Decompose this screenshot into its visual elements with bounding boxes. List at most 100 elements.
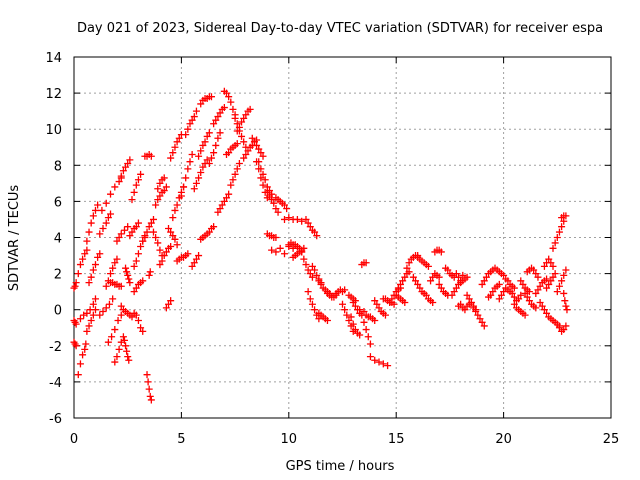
data-point — [72, 320, 80, 328]
data-point — [558, 277, 566, 285]
data-point — [375, 304, 383, 312]
data-point — [175, 134, 183, 142]
data-point — [463, 291, 471, 299]
data-point — [147, 396, 155, 404]
data-point — [126, 279, 134, 287]
data-point — [444, 266, 452, 274]
data-point — [128, 313, 136, 321]
series-arc-36 — [165, 224, 181, 249]
series-arc-85 — [392, 291, 409, 306]
data-point — [130, 262, 138, 270]
data-point — [225, 149, 233, 157]
data-point — [190, 113, 198, 121]
data-point — [130, 188, 138, 196]
data-point — [480, 322, 488, 330]
data-point — [281, 250, 289, 258]
data-point — [394, 284, 402, 292]
data-point — [536, 282, 544, 290]
data-point — [414, 280, 422, 288]
data-point — [132, 181, 140, 189]
y-tick-label: 6 — [54, 195, 62, 210]
data-point — [188, 150, 196, 158]
data-point — [261, 176, 269, 184]
data-point — [285, 214, 293, 222]
data-point — [399, 277, 407, 285]
y-tick-label: -2 — [49, 340, 62, 355]
data-point — [91, 261, 99, 269]
series-arc-27 — [139, 215, 157, 245]
series-arc-05 — [74, 246, 91, 278]
series-arc-18 — [117, 156, 134, 180]
data-point — [108, 333, 116, 341]
data-point — [255, 158, 263, 166]
data-point — [137, 170, 145, 178]
y-axis-label: SDTVAR / TECUs — [7, 185, 22, 292]
data-point — [177, 192, 185, 200]
data-point — [145, 385, 153, 393]
data-point — [125, 356, 133, 364]
data-point — [173, 241, 181, 249]
data-point — [257, 165, 265, 173]
data-point — [563, 306, 571, 314]
plot-frame — [73, 56, 612, 419]
data-point — [146, 392, 154, 400]
data-point — [173, 201, 181, 209]
data-point — [123, 268, 131, 276]
data-point — [504, 277, 512, 285]
data-point — [265, 192, 273, 200]
data-point — [115, 178, 123, 186]
data-point — [386, 298, 394, 306]
data-point — [356, 331, 364, 339]
data-point — [120, 336, 128, 344]
data-point — [429, 273, 437, 281]
data-point — [263, 188, 271, 196]
data-point — [132, 311, 140, 319]
data-point — [124, 223, 132, 231]
data-point — [91, 206, 99, 214]
series-arc-26 — [130, 234, 149, 270]
data-point — [476, 315, 484, 323]
data-point — [405, 268, 413, 276]
series-arc-47 — [205, 129, 224, 167]
data-point — [134, 219, 142, 227]
data-point — [555, 282, 563, 290]
data-point — [480, 277, 488, 285]
data-point — [79, 351, 87, 359]
data-point — [169, 149, 177, 157]
series-arc-46 — [197, 223, 218, 243]
series-arc-42 — [188, 252, 203, 270]
data-point — [109, 264, 117, 272]
data-point — [543, 275, 551, 283]
series-arc-79 — [358, 259, 370, 269]
data-point — [83, 309, 91, 317]
data-point — [534, 286, 542, 294]
data-point — [123, 347, 131, 355]
data-point — [532, 289, 540, 297]
data-point — [212, 116, 220, 124]
x-tick-label: 10 — [281, 432, 298, 447]
data-point — [371, 356, 379, 364]
series-arc-117 — [555, 322, 570, 335]
data-point — [167, 297, 175, 305]
series-arc-06 — [76, 295, 99, 323]
series-arc-10 — [96, 295, 117, 319]
series-arc-34 — [156, 243, 175, 269]
data-point — [549, 244, 557, 252]
data-point — [437, 248, 445, 256]
series-arc-48 — [210, 104, 228, 128]
data-point — [463, 273, 471, 281]
data-point — [302, 261, 310, 269]
series-arc-09 — [83, 306, 99, 335]
data-point — [186, 120, 194, 128]
data-point — [141, 232, 149, 240]
data-point — [233, 120, 241, 128]
data-point — [154, 185, 162, 193]
data-point — [283, 205, 291, 213]
data-point — [450, 288, 458, 296]
series-arc-118 — [558, 212, 570, 222]
data-point — [76, 315, 84, 323]
data-point — [366, 353, 374, 361]
data-point — [149, 228, 157, 236]
data-point — [341, 286, 349, 294]
data-point — [180, 183, 188, 191]
